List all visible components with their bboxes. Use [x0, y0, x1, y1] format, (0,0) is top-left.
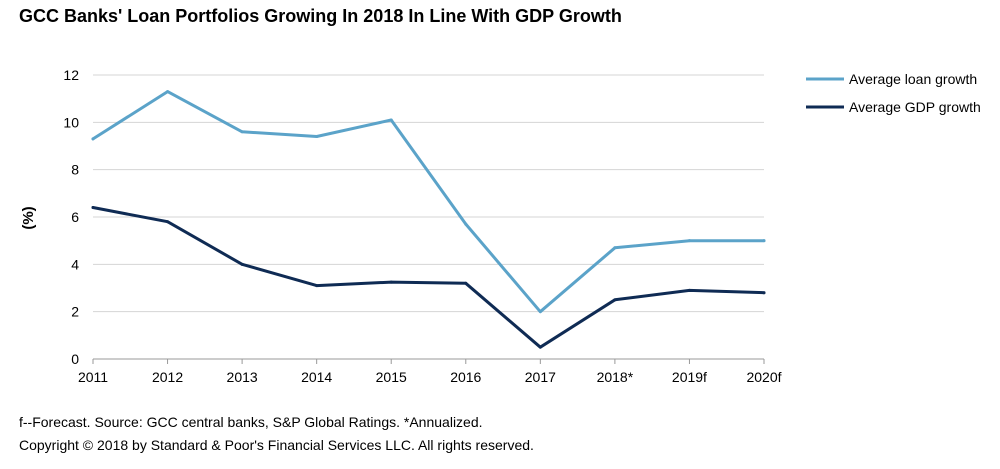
y-tick-labels: 0 2 4 6 8 10 12: [63, 67, 79, 367]
y-tick-label: 4: [71, 256, 79, 272]
data-point: [389, 280, 393, 284]
x-tick-label: 2015: [376, 369, 407, 385]
data-point: [613, 246, 617, 250]
data-point: [315, 284, 319, 288]
series-line-gdp-growth: [91, 206, 766, 349]
data-point: [91, 137, 95, 141]
x-tick-label: 2019f: [672, 369, 707, 385]
x-tick-label: 2017: [525, 369, 556, 385]
data-point: [240, 262, 244, 266]
legend-label: Average GDP growth: [849, 99, 981, 115]
y-axis-label: (%): [20, 206, 37, 229]
y-tick-label: 8: [71, 162, 79, 178]
series-lines: [91, 90, 766, 349]
source-footnote: f--Forecast. Source: GCC central banks, …: [19, 414, 483, 430]
y-tick-label: 0: [71, 351, 79, 367]
data-point: [762, 291, 766, 295]
y-tick-label: 12: [63, 67, 79, 83]
x-tick-label: 2018*: [597, 369, 634, 385]
legend-label: Average loan growth: [849, 71, 977, 87]
data-point: [762, 239, 766, 243]
legend: Average loan growth Average GDP growth: [806, 71, 981, 115]
data-point: [464, 222, 468, 226]
data-point: [687, 288, 691, 292]
data-point: [240, 130, 244, 134]
y-tick-label: 6: [71, 209, 79, 225]
chart-title: GCC Banks' Loan Portfolios Growing In 20…: [19, 6, 622, 26]
x-tick-label: 2016: [450, 369, 481, 385]
axes: [92, 358, 765, 364]
data-point: [389, 118, 393, 122]
y-tick-label: 2: [71, 304, 79, 320]
x-tick-label: 2011: [78, 369, 108, 385]
gridlines: [93, 74, 764, 313]
data-point: [315, 135, 319, 139]
x-tick-label: 2012: [152, 369, 183, 385]
data-point: [166, 220, 170, 224]
x-tick-labels: 2011 2012 2013 2014 2015 2016 2017 2018* 2019f 20…: [78, 369, 782, 385]
data-point: [91, 206, 95, 210]
x-tick-label: 2013: [227, 369, 258, 385]
data-point: [687, 239, 691, 243]
data-point: [166, 90, 170, 94]
data-point: [538, 345, 542, 349]
data-point: [538, 310, 542, 314]
y-tick-label: 10: [63, 114, 79, 130]
copyright-footnote: Copyright © 2018 by Standard & Poor's Fi…: [19, 437, 534, 453]
series-line-loan-growth: [91, 90, 766, 314]
x-tick-label: 2020f: [746, 369, 781, 385]
data-point: [613, 298, 617, 302]
x-tick-label: 2014: [301, 369, 332, 385]
data-point: [464, 281, 468, 285]
